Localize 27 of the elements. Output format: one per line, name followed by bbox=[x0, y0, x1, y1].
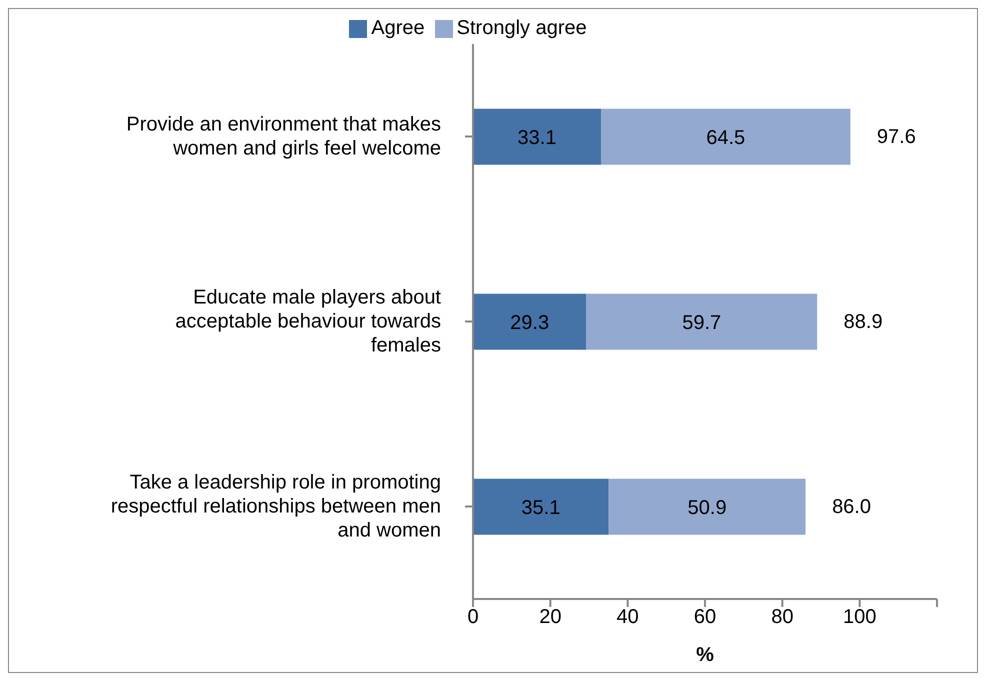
legend-label: Strongly agree bbox=[456, 17, 587, 39]
data-label: 35.1 bbox=[521, 496, 560, 519]
bar bbox=[473, 478, 609, 535]
bar bbox=[473, 294, 586, 350]
data-label: 64.5 bbox=[706, 126, 746, 149]
total-label: 97.6 bbox=[876, 126, 916, 148]
data-label: 50.9 bbox=[688, 496, 727, 519]
x-tick-label: 0 bbox=[467, 606, 479, 628]
total-label: 88.9 bbox=[844, 310, 883, 333]
data-label: 33.1 bbox=[518, 126, 556, 149]
x-axis-title: % bbox=[696, 644, 714, 666]
legend-label: Agree bbox=[371, 17, 425, 39]
data-label: 59.7 bbox=[682, 312, 722, 334]
x-tick-label: 40 bbox=[616, 606, 639, 628]
x-tick-label: 100 bbox=[842, 606, 876, 628]
y-tick-label: Take a leadership role in promoting respectful relationships between men and women bbox=[110, 472, 441, 542]
y-tick-label: Educate male players about acceptable behaviour towards females bbox=[175, 286, 442, 356]
bar bbox=[473, 108, 601, 165]
bar bbox=[586, 294, 818, 350]
x-tick-label: 60 bbox=[694, 606, 716, 628]
y-tick-label: Provide an environment that makes women and girls feel welcome bbox=[126, 114, 441, 160]
bar bbox=[608, 478, 806, 535]
data-label: 29.3 bbox=[510, 312, 550, 334]
total-label: 86.0 bbox=[832, 496, 871, 518]
bar bbox=[600, 108, 850, 165]
x-tick-label: 80 bbox=[771, 606, 794, 628]
x-tick-label: 20 bbox=[539, 606, 562, 628]
